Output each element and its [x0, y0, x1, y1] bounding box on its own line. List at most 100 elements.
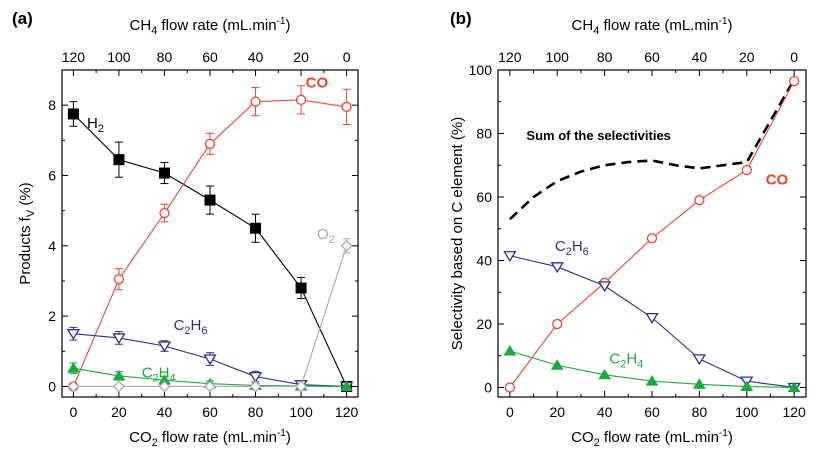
x-tick-label: 100 [289, 404, 313, 420]
panel-letter: (a) [12, 9, 33, 28]
data-point [645, 375, 659, 386]
data-point [694, 195, 705, 206]
y-tick-label: 0 [484, 379, 492, 395]
series-label-sub: 2 [184, 325, 190, 337]
x-tick-label: 120 [782, 404, 806, 420]
panel-b-chart: 0120201004080606080401002012000204060801… [449, 9, 807, 449]
data-point [204, 380, 216, 393]
y-tick-label: 100 [469, 62, 493, 78]
series-label: O2 [317, 226, 335, 246]
x2-tick-label: 100 [107, 49, 131, 65]
data-point [248, 371, 263, 383]
x2-axis-title-end: ) [727, 17, 732, 34]
x-axis-title: CO2 flow rate (mL.min-1) [129, 428, 291, 449]
series-label-sub: 2 [153, 373, 159, 385]
x2-axis-title: CH4 flow rate (mL.min-1) [572, 16, 733, 37]
x2-tick-label: 0 [790, 49, 798, 65]
series-label: C2H4 [142, 365, 176, 385]
x2-axis-title-sup: -1 [277, 16, 286, 27]
y-axis-title-sub: V [25, 209, 37, 217]
data-point [295, 94, 307, 106]
data-point [66, 362, 80, 373]
series-label-sub2: 4 [637, 359, 643, 371]
x-axis-title-sub: 2 [594, 437, 600, 449]
x-tick-label: 60 [644, 404, 660, 420]
data-point [503, 345, 517, 356]
x-axis-title-end: ) [286, 429, 291, 446]
x2-axis-title-rest: flow rate (mL.min [157, 17, 276, 34]
x-axis-title-rest: flow rate (mL.min [600, 429, 719, 446]
data-point [112, 333, 126, 345]
series-label: C2H6 [555, 238, 589, 258]
series-label-sub2: 4 [170, 373, 176, 385]
x-tick-label: 0 [506, 404, 514, 420]
data-point [692, 378, 706, 389]
series-label-sub2: 6 [583, 246, 589, 258]
x2-axis-title-sub: 4 [593, 25, 599, 37]
x2-tick-label: 120 [62, 49, 86, 65]
x-tick-label: 120 [335, 404, 359, 420]
x-tick-label: 20 [111, 404, 127, 420]
data-point [250, 222, 262, 234]
y-tick-label: 4 [48, 238, 56, 254]
sum-selectivity-curve [508, 78, 796, 221]
y-axis-title-base: Selectivity based on C element (%) [449, 117, 466, 350]
series-label-sub: 2 [620, 359, 626, 371]
x2-tick-label: 60 [202, 49, 218, 65]
x2-tick-label: 20 [293, 49, 309, 65]
x2-tick-label: 40 [692, 49, 708, 65]
series-label: C2H4 [609, 351, 643, 371]
series-c2h4: C2H4 [503, 345, 801, 392]
series-label-main2: H [626, 351, 637, 368]
data-point [158, 167, 170, 179]
series-label-main: C [142, 365, 153, 382]
series-co: CO [504, 75, 800, 393]
x-axis-title-base: CO [129, 429, 152, 446]
x-tick-label: 40 [597, 404, 613, 420]
series-label-main: C [174, 317, 185, 334]
data-point [740, 380, 754, 392]
x2-tick-label: 80 [157, 49, 173, 65]
data-point [157, 341, 172, 353]
series-label-main2: H [159, 365, 170, 382]
series-label-main2: H [572, 238, 583, 255]
data-point [158, 380, 171, 393]
x2-tick-label: 80 [597, 49, 613, 65]
data-point [250, 96, 261, 107]
data-point [340, 380, 354, 391]
x-axis-title: CO2 flow rate (mL.min-1) [571, 428, 733, 449]
x2-tick-label: 120 [498, 49, 522, 65]
x-axis-title-base: CO [571, 429, 594, 446]
y-tick-label: 2 [48, 308, 56, 324]
data-point [340, 239, 353, 252]
data-point [249, 380, 262, 393]
x2-tick-label: 0 [343, 49, 351, 65]
data-point [203, 354, 217, 366]
x2-axis-title-base: CH [130, 17, 152, 34]
x-tick-label: 60 [202, 404, 218, 420]
series-c2h6: C2H6 [503, 238, 801, 394]
data-point [66, 329, 81, 340]
x-tick-label: 80 [248, 404, 264, 420]
series-label-main: CO [306, 75, 329, 92]
x-axis-title-sub: 2 [152, 437, 158, 449]
x2-axis-title-rest: flow rate (mL.min [599, 17, 718, 34]
y-tick-label: 0 [48, 378, 56, 394]
data-point [550, 262, 564, 274]
data-point [550, 359, 564, 370]
x2-axis-title-end: ) [285, 17, 290, 34]
x2-tick-label: 60 [644, 49, 660, 65]
data-point [204, 194, 216, 206]
series-co: CO [68, 75, 352, 392]
y-tick-label: 60 [476, 189, 492, 205]
series-label-main2: H [191, 317, 202, 334]
data-point [67, 380, 80, 393]
data-point [295, 380, 307, 393]
series-label-sub: 2 [98, 123, 104, 135]
y-tick-label: 20 [476, 316, 492, 332]
data-point [112, 369, 126, 381]
data-point [598, 368, 612, 380]
x2-axis-title-base: CH [572, 17, 594, 34]
series-label: CO [306, 75, 329, 92]
